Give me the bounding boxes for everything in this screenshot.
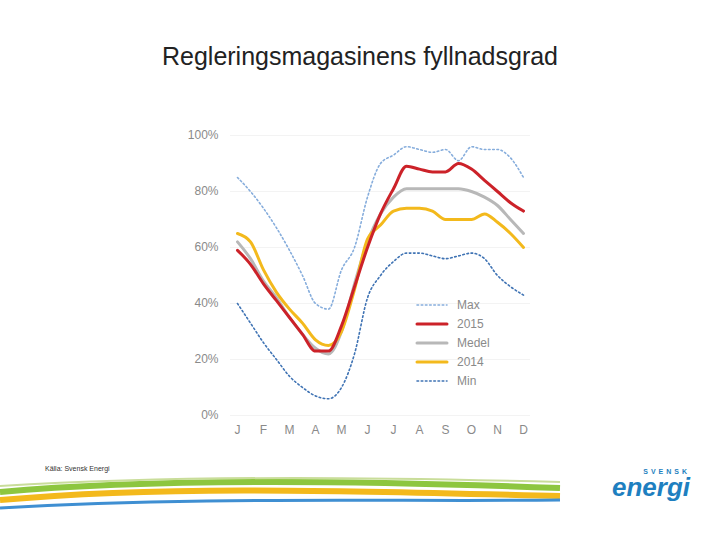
svg-text:J: J xyxy=(235,423,241,437)
html-text:2014: 2014 xyxy=(457,354,484,369)
html-text:Medel: Medel xyxy=(457,335,490,350)
html-text:energi: energi xyxy=(612,472,690,502)
svg-text:A: A xyxy=(311,423,319,437)
html-text:SVENSK: SVENSK xyxy=(643,468,690,475)
svg-text:F: F xyxy=(260,423,267,437)
svg-text:0%: 0% xyxy=(201,408,219,422)
svg-text:20%: 20% xyxy=(194,352,218,366)
html-text:Max: Max xyxy=(457,297,480,312)
svg-text:100%: 100% xyxy=(188,128,219,142)
svg-text:A: A xyxy=(415,423,423,437)
svg-text:N: N xyxy=(493,423,502,437)
svg-text:O: O xyxy=(467,423,476,437)
svg-text:D: D xyxy=(519,423,528,437)
html-text:Regleringsmagasinens fyllnadsg: Regleringsmagasinens fyllnadsgrad xyxy=(162,42,558,70)
html-text:Min: Min xyxy=(457,373,477,388)
svg-text:J: J xyxy=(391,423,397,437)
svg-text:M: M xyxy=(337,423,347,437)
svg-text:M: M xyxy=(285,423,295,437)
svg-text:S: S xyxy=(441,423,449,437)
svg-text:J: J xyxy=(365,423,371,437)
svg-text:80%: 80% xyxy=(194,184,218,198)
svg-text:40%: 40% xyxy=(194,296,218,310)
html-text:Källa: Svensk Energi: Källa: Svensk Energi xyxy=(45,465,110,472)
html-text:2015: 2015 xyxy=(457,316,484,331)
svg-text:60%: 60% xyxy=(194,240,218,254)
